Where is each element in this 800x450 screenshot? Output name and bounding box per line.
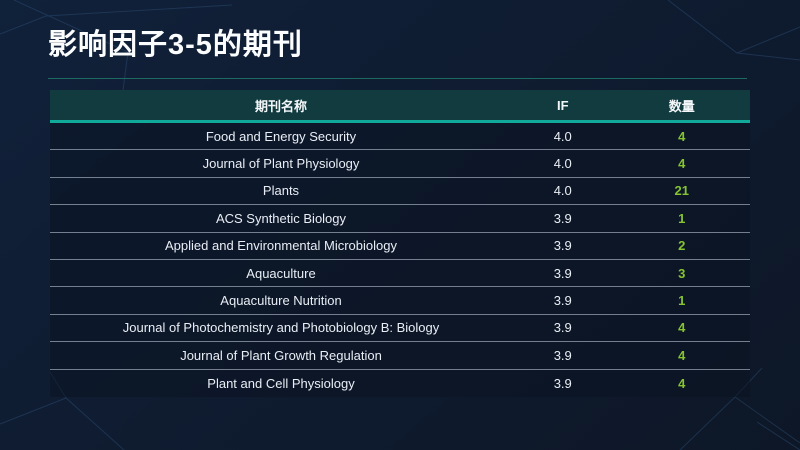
cell-count: 4 (678, 320, 686, 336)
cell-journal-name: Journal of Plant Growth Regulation (180, 347, 382, 363)
cell-journal-name: Food and Energy Security (205, 128, 357, 144)
cell-impact-factor: 3.9 (553, 210, 572, 226)
cell-journal-name: ACS Synthetic Biology (215, 210, 347, 226)
table-row: Journal of Plant Growth Regulation 3.9 4 (50, 342, 750, 370)
table-row: Applied and Environmental Microbiology 3… (50, 232, 750, 260)
cell-impact-factor: 3.9 (553, 375, 572, 391)
table-body: Food and Energy Security 4.0 4 Journal o… (50, 123, 750, 397)
cell-journal-name: Aquaculture Nutrition (220, 293, 342, 309)
header-cell-impact-factor: IF (556, 97, 569, 113)
cell-count: 4 (678, 156, 686, 172)
cell-journal-name: Aquaculture (246, 265, 316, 281)
cell-journal-name: Journal of Plant Physiology (202, 156, 360, 172)
cell-journal-name: Plants (262, 183, 300, 199)
cell-impact-factor: 4.0 (553, 128, 572, 144)
cell-impact-factor: 3.9 (553, 347, 572, 363)
cell-impact-factor: 4.0 (553, 183, 572, 199)
cell-count: 1 (678, 210, 686, 226)
cell-journal-name: Journal of Photochemistry and Photobiolo… (122, 320, 440, 336)
header-cell-journal-name: 期刊名称 (254, 98, 307, 114)
table-row: Plant and Cell Physiology 3.9 4 (50, 369, 750, 397)
cell-impact-factor: 3.9 (553, 320, 572, 336)
cell-count: 4 (678, 347, 686, 363)
cell-journal-name: Plant and Cell Physiology (207, 375, 355, 391)
journals-table: 期刊名称 IF 数量 Food and Energy Security 4.0 … (50, 90, 750, 397)
cell-journal-name: Applied and Environmental Microbiology (165, 238, 397, 254)
table-row: Aquaculture Nutrition 3.9 1 (50, 287, 750, 315)
table-row: Plants 4.0 21 (50, 177, 750, 206)
table-row: Food and Energy Security 4.0 4 (50, 123, 750, 151)
table-row: Aquaculture 3.9 3 (50, 259, 750, 288)
cell-impact-factor: 3.9 (553, 238, 572, 254)
cell-impact-factor: 3.9 (553, 293, 572, 309)
cell-count: 4 (678, 375, 686, 391)
table-row: Journal of Plant Physiology 4.0 4 (50, 150, 750, 178)
table-accent-line (50, 120, 750, 123)
cell-count: 21 (674, 183, 689, 199)
cell-count: 1 (678, 293, 686, 309)
cell-impact-factor: 3.9 (553, 265, 572, 281)
table-row: Journal of Photochemistry and Photobiolo… (50, 314, 750, 343)
cell-count: 2 (678, 238, 686, 254)
table-row: ACS Synthetic Biology 3.9 1 (50, 205, 750, 233)
cell-impact-factor: 4.0 (553, 156, 572, 172)
table-header-row: 期刊名称 IF 数量 (50, 90, 750, 120)
title-block: 影响因子3-5的期刊 (48, 26, 747, 80)
page-title: 影响因子3-5的期刊 (48, 29, 303, 61)
cell-count: 3 (678, 265, 686, 281)
title-underline (48, 78, 747, 80)
header-cell-count: 数量 (668, 98, 695, 114)
cell-count: 4 (678, 128, 686, 144)
